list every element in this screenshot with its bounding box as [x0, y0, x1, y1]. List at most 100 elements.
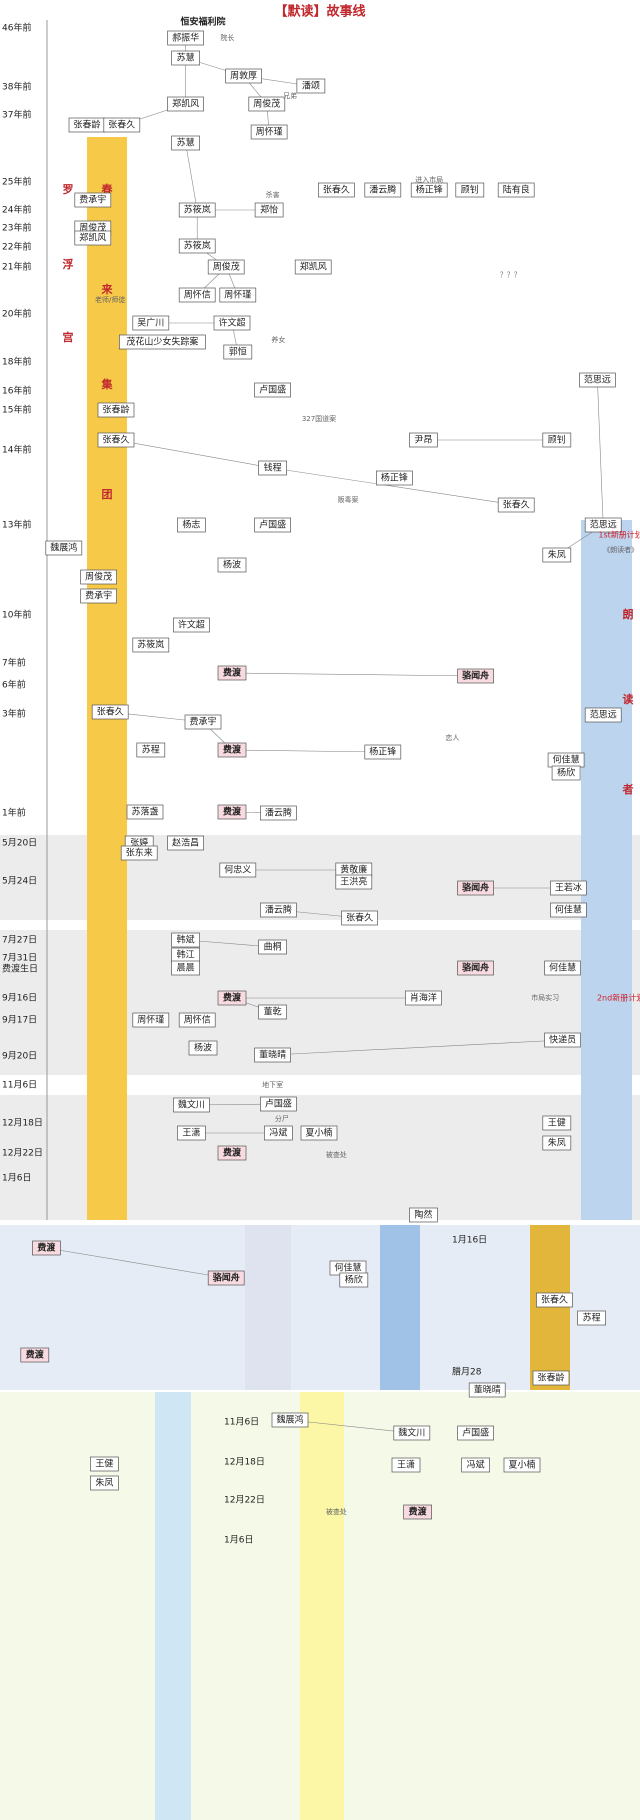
column-5: [155, 1392, 191, 1820]
node-label: 夏小楠: [508, 1459, 535, 1471]
node-box: [409, 432, 438, 448]
node-label: 周怀瑾: [224, 289, 251, 301]
node-box: [254, 517, 291, 533]
node-label: 周俊茂: [85, 571, 112, 583]
node-label: 张春久: [97, 706, 124, 718]
node-label: 韩斌: [177, 934, 195, 946]
node-box: [300, 1125, 338, 1141]
node-box: [45, 540, 83, 556]
node-box: [126, 804, 164, 820]
node-label: 顾钊: [548, 434, 566, 446]
node-box: [457, 668, 494, 684]
node-box: [497, 182, 535, 198]
node-label: 周俊茂: [253, 98, 280, 110]
node-box: [20, 1347, 50, 1363]
annotation: 养女: [271, 335, 285, 344]
node-box: [97, 432, 135, 448]
node-label: 魏文川: [178, 1099, 205, 1111]
node-box: [457, 880, 494, 896]
node-label: 张东来: [126, 847, 153, 859]
node-box: [264, 1125, 293, 1141]
band-label: 者: [622, 782, 634, 796]
node-box: [544, 1032, 581, 1048]
node-label: 何忠义: [224, 864, 251, 876]
node-box: [542, 1115, 572, 1131]
time-label: 10年前: [2, 609, 31, 621]
node-label: 卢国盛: [265, 1098, 292, 1110]
column-4: [530, 1225, 570, 1390]
node-label: 尹昂: [414, 435, 432, 446]
time-label: 7月31日: [2, 953, 37, 964]
node-label: 郝振华: [172, 32, 199, 44]
relation-edge: [115, 439, 273, 469]
node-box: [177, 517, 206, 533]
node-label: 周怀信: [184, 289, 211, 301]
node-label: 张春久: [323, 184, 350, 196]
node-label: 周敦厚: [230, 70, 257, 82]
node-label: 许文超: [178, 619, 205, 631]
node-label: 董乾: [264, 1006, 282, 1018]
node-label: 杨正锋: [381, 472, 408, 484]
node-label: 夏小楠: [305, 1127, 332, 1139]
node-box: [254, 202, 284, 218]
node-box: [207, 1270, 245, 1286]
node-box: [550, 880, 587, 896]
node-box: [376, 470, 413, 486]
node-box: [410, 182, 448, 198]
node-label: 周俊茂: [79, 222, 106, 234]
node-box: [90, 1475, 119, 1491]
annotation: 《朗读者》: [603, 545, 638, 554]
node-label: 张春龄: [73, 119, 100, 131]
time-label: 21年前: [2, 261, 31, 273]
node-box: [296, 78, 326, 94]
time-label: 15年前: [2, 404, 31, 416]
node-label: 杨波: [194, 1042, 212, 1054]
node-box: [339, 1272, 369, 1288]
node-label: 张春久: [102, 434, 129, 446]
node-box: [391, 1457, 421, 1473]
node-label: 郑凯风: [172, 98, 199, 110]
node-label: 何佳慧: [553, 754, 580, 766]
node-label: 陆有良: [503, 184, 530, 196]
node-label: 范思远: [584, 374, 611, 386]
time-label: 46年前: [2, 22, 31, 34]
node-box: [167, 30, 204, 46]
node-box: [457, 960, 494, 976]
time-label: 11月6日: [2, 1080, 37, 1091]
node-label: 潘颂: [302, 80, 320, 92]
row-gap: [0, 920, 640, 930]
band-label: 春: [102, 182, 114, 196]
node-box: [258, 1004, 287, 1020]
time-label: 14年前: [2, 444, 31, 456]
node-label: 晨晨: [177, 963, 195, 974]
node-box: [178, 1012, 216, 1028]
node-box: [544, 960, 581, 976]
relation-edge: [231, 749, 383, 753]
time-label: 1年前: [2, 807, 26, 819]
node-label: 杨正锋: [416, 184, 443, 196]
node-box: [248, 96, 286, 112]
time-label: 16年前: [2, 385, 31, 397]
node-label: 范思远: [590, 709, 617, 721]
node-box: [178, 202, 216, 218]
node-label: 吴广川: [137, 317, 164, 329]
node-box: [542, 547, 572, 563]
node-label: 魏文川: [398, 1427, 425, 1439]
node-box: [90, 1456, 119, 1472]
node-box: [217, 665, 247, 681]
node-box: [132, 1012, 170, 1028]
node-box: [405, 990, 442, 1006]
node-box: [136, 742, 166, 758]
node-box: [225, 68, 262, 84]
time-label: 11月6日: [224, 1417, 259, 1428]
node-box: [409, 1207, 438, 1223]
band-label: 朗: [623, 607, 634, 621]
node-box: [364, 182, 402, 198]
annotation: 贩毒案: [338, 495, 359, 504]
node-box: [260, 1096, 297, 1112]
node-box: [80, 569, 117, 585]
node-label: 苏筱岚: [184, 240, 211, 252]
node-label: 朱凤: [548, 1137, 566, 1149]
node-box: [217, 990, 247, 1006]
